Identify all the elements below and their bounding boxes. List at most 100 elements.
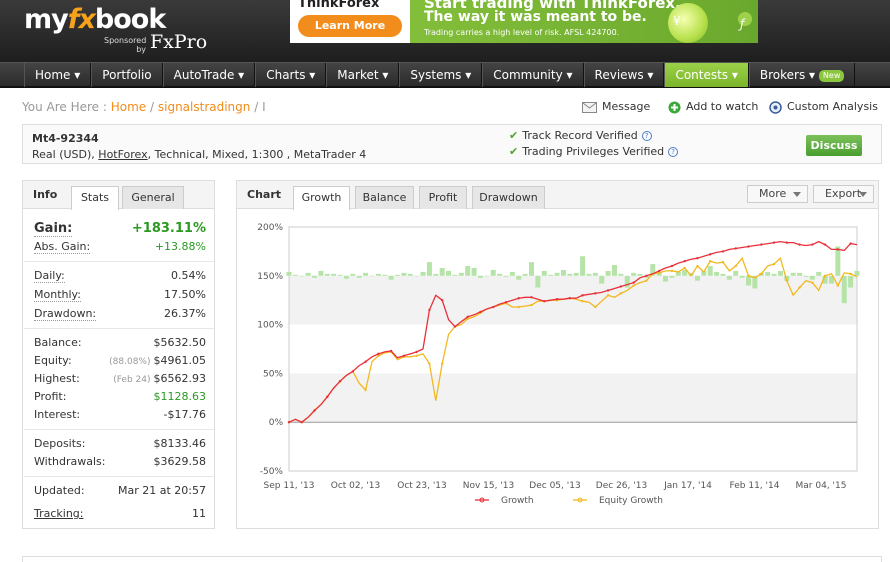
profit-bar <box>752 275 758 289</box>
nav-charts[interactable]: Charts ▾ <box>255 63 327 87</box>
balance-value: $5632.50 <box>153 336 207 349</box>
profit-bar <box>420 271 426 276</box>
main-nav: Home ▾ Portfolio AutoTrade ▾ Charts ▾ Ma… <box>0 62 890 88</box>
account-name: Mt4-92344 <box>32 132 99 145</box>
stat-label: Drawdown: <box>34 307 97 321</box>
nav-contests[interactable]: Contests ▾ <box>664 63 749 87</box>
equity-growth-line-point <box>632 284 635 287</box>
nav-autotrade[interactable]: AutoTrade ▾ <box>162 63 256 87</box>
stat-label: Updated: <box>34 484 85 497</box>
logo-prefix: my <box>24 4 69 35</box>
growth-line-point <box>606 289 610 292</box>
tab-profit[interactable]: Profit <box>419 186 467 209</box>
profit-bar <box>477 275 483 278</box>
custom-analysis-action[interactable]: Custom Analysis <box>769 100 878 114</box>
help-icon[interactable]: ? <box>641 131 652 141</box>
tab-growth[interactable]: Growth <box>293 186 350 210</box>
profit-bar <box>318 270 324 276</box>
x-tick-label: Dec 26, '13 <box>596 481 647 491</box>
profit-bar <box>369 275 375 277</box>
more-label: More <box>759 187 787 200</box>
growth-chart[interactable]: 200% 150% 100% 50% 0% -50% Sep 11, '13 Oct 02, … <box>237 210 878 528</box>
highest-value: $6562.93 <box>153 372 207 385</box>
profit-bar <box>611 265 617 276</box>
nav-portfolio[interactable]: Portfolio <box>91 63 163 87</box>
logo-fx: fx <box>67 4 96 35</box>
profit-bar <box>548 274 554 276</box>
growth-line-point <box>300 421 303 424</box>
profit-bar <box>554 272 560 276</box>
tab-drawdown[interactable]: Drawdown <box>472 186 545 209</box>
profit-bar <box>835 246 841 276</box>
equity-growth-line-point <box>734 264 737 268</box>
profit-bar <box>516 275 522 280</box>
growth-line-point <box>326 395 329 399</box>
broker-link[interactable]: HotForex <box>98 148 148 161</box>
equity-growth-line-point <box>747 274 750 277</box>
equity-growth-line-point <box>517 305 520 309</box>
profit-bar <box>560 269 566 276</box>
growth-line-point <box>466 315 469 318</box>
stat-label: Gain: <box>34 221 73 237</box>
growth-line-point <box>836 248 840 251</box>
add-to-watch-action[interactable]: Add to watch <box>668 100 758 114</box>
nav-reviews[interactable]: Reviews ▾ <box>583 63 665 87</box>
equity-growth-line-point <box>823 274 827 277</box>
growth-line-point <box>594 292 597 295</box>
profit-bar <box>394 274 400 276</box>
profit-bar <box>592 272 598 276</box>
equity-growth-line-point <box>760 272 763 276</box>
updated-value: Mar 21 at 20:57 <box>118 484 206 497</box>
sponsor-logo[interactable]: FxPro <box>150 31 208 53</box>
message-action[interactable]: Message <box>582 100 650 113</box>
trading-privileges-verified: ✔ Trading Privileges Verified? <box>509 145 679 158</box>
breadcrumb-page[interactable]: signalstradingn <box>157 100 251 114</box>
nav-brokers[interactable]: Brokers ▾ New <box>748 63 856 87</box>
profit-bar <box>292 274 298 276</box>
profit-bar <box>720 273 726 276</box>
profit-bar <box>299 275 305 277</box>
more-dropdown[interactable]: More <box>747 185 808 203</box>
nav-market[interactable]: Market ▾ <box>326 63 400 87</box>
profit-bar <box>343 275 349 279</box>
nav-home[interactable]: Home ▾ <box>24 63 92 87</box>
profit-bar <box>363 272 369 276</box>
growth-line-point <box>772 241 776 244</box>
new-badge: New <box>818 69 845 82</box>
banner-disclaimer: Trading carries a high level of risk. AF… <box>424 28 620 37</box>
profit-bar <box>841 275 847 304</box>
profit-bar <box>854 270 860 276</box>
equity-growth-line-point <box>696 264 699 268</box>
banner-subheadline: The way it was meant to be. <box>424 9 647 25</box>
breadcrumb-home[interactable]: Home <box>110 100 147 114</box>
chart-panel: Chart Growth Balance Profit Drawdown Mor… <box>236 180 879 529</box>
profit-bar <box>656 272 662 276</box>
tab-general[interactable]: General <box>122 186 184 209</box>
growth-line-point <box>543 299 546 303</box>
profit-bar <box>650 264 656 276</box>
growth-line-point <box>849 242 852 245</box>
nav-community[interactable]: Community ▾ <box>482 63 584 87</box>
learn-more-button[interactable]: Learn More <box>298 15 402 37</box>
help-icon[interactable]: ? <box>668 147 679 157</box>
ad-banner[interactable]: ThinkForex Learn More Start trading with… <box>290 0 758 43</box>
equity-growth-line-point <box>619 292 623 295</box>
stat-label: Deposits: <box>34 437 86 450</box>
growth-line-point <box>811 243 814 246</box>
export-dropdown[interactable]: Export <box>813 185 874 203</box>
track-record-verified: ✔ Track Record Verified? <box>509 129 652 142</box>
tab-stats[interactable]: Stats <box>71 186 119 210</box>
y-tick-label: 50% <box>263 369 283 379</box>
discuss-button[interactable]: Discuss <box>806 135 862 156</box>
growth-line-point <box>440 299 444 302</box>
track-record-label: Track Record Verified <box>522 129 638 142</box>
legend-label: Growth <box>501 496 534 506</box>
stat-label: Withdrawals: <box>34 455 106 468</box>
nav-systems[interactable]: Systems ▾ <box>399 63 483 87</box>
growth-line-point <box>619 285 623 288</box>
profit-bar <box>580 256 586 276</box>
growth-line-point <box>555 298 559 301</box>
tracking-link[interactable]: Tracking: <box>34 507 84 520</box>
tab-balance[interactable]: Balance <box>355 186 414 209</box>
myfxbook-logo[interactable]: myfxbook <box>24 4 166 35</box>
